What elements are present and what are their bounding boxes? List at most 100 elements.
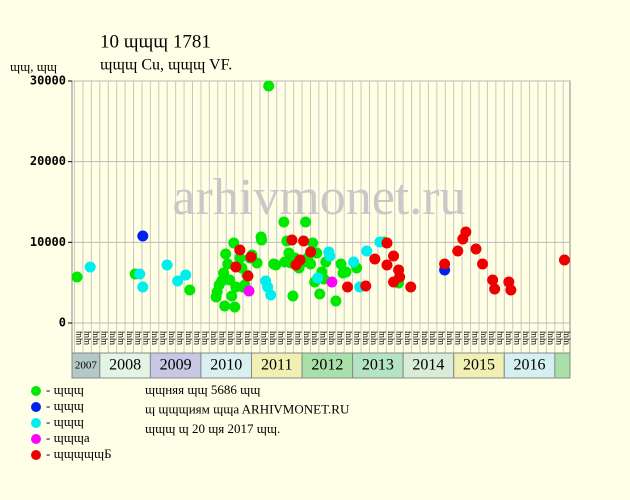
year-band [250,352,303,379]
point [405,281,417,293]
point [439,258,451,270]
point [452,245,464,257]
point [348,256,360,268]
column-label: ɰɰ [233,331,243,345]
column-label: ɰɰ [385,331,395,345]
point [278,216,290,228]
column-label: ɰɰ [503,331,513,345]
point [326,276,338,288]
point [487,274,499,286]
column-label: ɰɰ [309,331,319,345]
column-label: ɰɰ [275,331,285,345]
point [342,281,354,293]
footer-text: ɰ ɰɰɰиям ɰɰa ARHIVMONET.RU [145,401,350,416]
column-label: ɰɰ [359,331,369,345]
point [460,226,472,238]
column-label: ɰɰ [519,331,529,345]
point [361,245,373,257]
point [305,258,317,270]
point [243,285,255,297]
legend-label: - ɰɰɰa [46,430,90,445]
point [71,271,83,283]
y-tick-label: 10000 [30,235,66,249]
point [340,266,352,278]
column-label: ɰɰ [393,331,403,345]
column-label: ɰɰ [536,331,546,345]
column-label: ɰɰ [149,331,159,345]
column-label: ɰɰ [123,331,133,345]
point [234,252,246,264]
point [314,288,326,300]
column-label: ɰɰ [182,331,192,345]
y-tick-label: 20000 [30,154,66,168]
point [230,261,242,273]
column-label: ɰɰ [477,331,487,345]
point [381,259,393,271]
column-label: ɰɰ [376,331,386,345]
year-label: 2008 [109,357,141,374]
point [294,254,306,266]
column-label: ɰɰ [511,331,521,345]
point [330,295,342,307]
point [505,284,517,296]
column-label: ɰɰ [410,331,420,345]
footer-text: ɰɰняя ɰɰ 5686 ɰɰ [145,382,260,397]
point [312,272,324,284]
column-label: ɰɰ [444,331,454,345]
legend-marker [31,418,41,428]
year-band [301,352,354,379]
column-label: ɰɰ [427,331,437,345]
legend-marker [31,434,41,444]
legend-label: - ɰɰɰɰɰБ [46,446,112,461]
column-label: ɰɰ [418,331,428,345]
legend-marker [31,386,41,396]
point [335,258,347,270]
legend-label: - ɰɰɰ [46,398,84,413]
column-label: ɰɰ [98,331,108,345]
year-band [352,352,404,379]
point [137,281,149,293]
chart-title: 10 ɰɰɰ 1781 [100,31,211,52]
point [229,301,241,313]
column-label: ɰɰ [90,331,100,345]
column-label: ɰɰ [460,331,470,345]
column-label: ɰɰ [283,331,293,345]
footer-text: ɰɰɰ ɰ 20 ɰя 2017 ɰɰ. [145,421,280,436]
column-label: ɰɰ [267,331,277,345]
column-label: ɰɰ [199,331,209,345]
point [180,269,192,281]
point [137,230,149,242]
column-label: ɰɰ [342,331,352,345]
column-label: ɰɰ [140,331,150,345]
point [263,80,275,92]
point [489,283,501,295]
point [388,250,400,262]
point [219,300,231,312]
watermark: arhivmonet.ru [172,169,465,226]
legend-marker [31,450,41,460]
point [242,270,254,282]
year-band [99,352,151,379]
point [477,258,489,270]
y-tick-label: 30000 [30,74,66,88]
column-label: ɰɰ [208,331,218,345]
year-label: 2010 [210,357,242,374]
column-label: ɰɰ [545,331,555,345]
column-label: ɰɰ [452,331,462,345]
point [287,290,299,302]
point [307,237,319,249]
point [245,251,257,263]
year-band [503,352,556,379]
point [305,246,317,258]
point [172,275,184,287]
point [265,289,277,301]
point [134,268,146,280]
column-label: ɰɰ [553,331,563,345]
year-label: 2014 [412,357,444,374]
column-label: ɰɰ [292,331,302,345]
point [300,216,312,228]
column-label: ɰɰ [326,331,336,345]
column-label: ɰɰ [435,331,445,345]
point [226,290,238,302]
